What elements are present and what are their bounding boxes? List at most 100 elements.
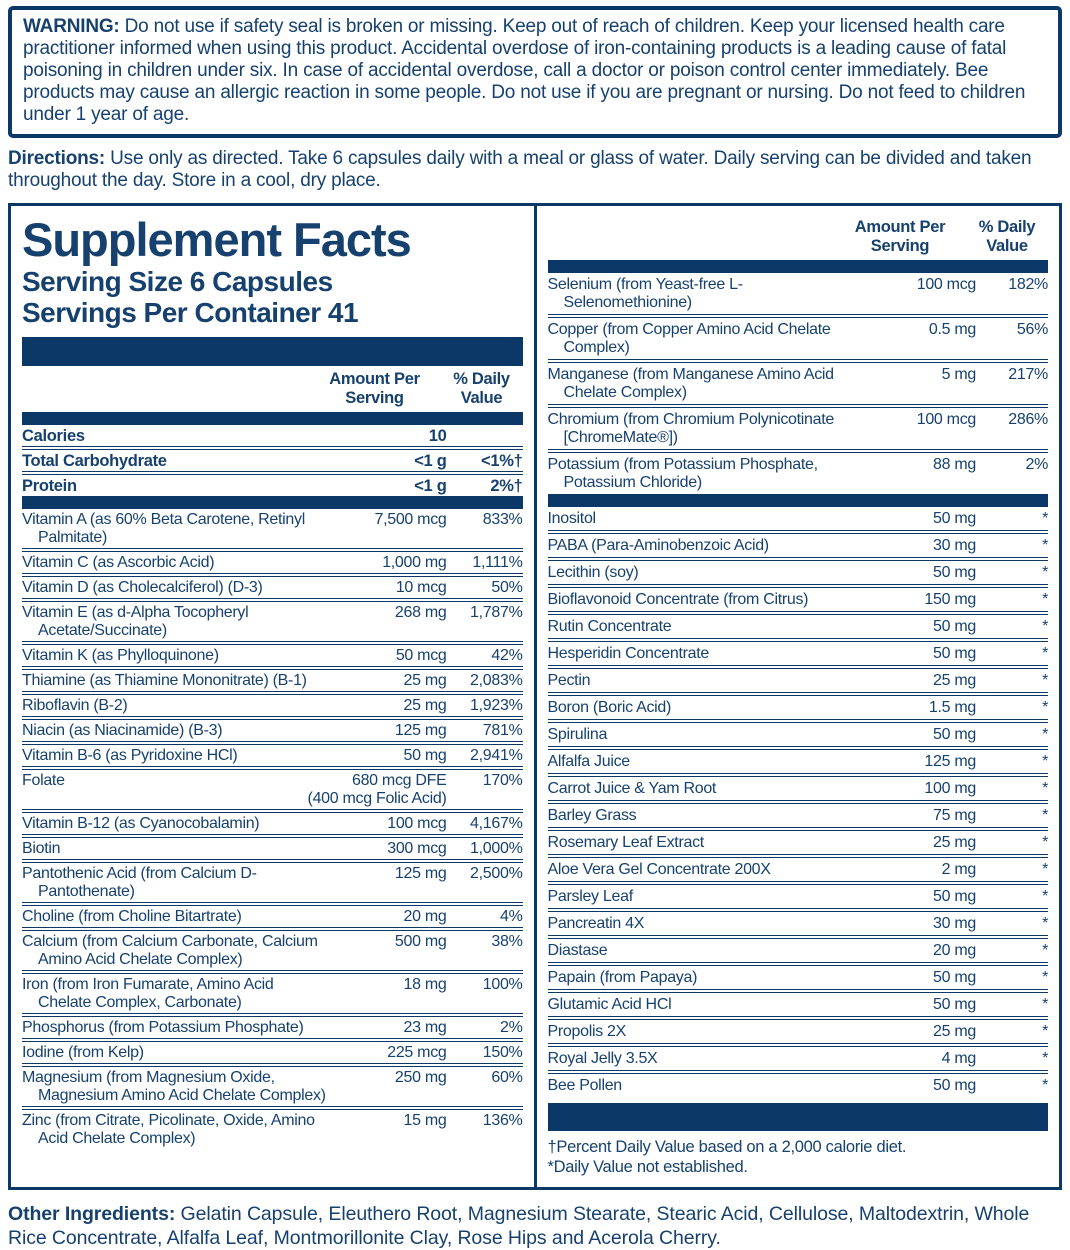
nutrient-amount: 225 mcg <box>387 1044 447 1061</box>
nutrient-amount: 10 <box>428 427 447 445</box>
nutrient-daily-value: 286% <box>1008 411 1048 428</box>
nutrient-amount: 50 mg <box>933 969 976 986</box>
nutrient-daily-value: <1%† <box>481 452 523 470</box>
nutrient-amount: 1,000 mg <box>382 554 447 571</box>
nutrient-daily-value: * <box>1042 645 1048 662</box>
nutrient-row: Propolis 2X 25 mg * <box>547 1020 1048 1047</box>
nutrient-amount: 50 mg <box>933 618 976 635</box>
nutrient-row: Bee Pollen 50 mg * <box>548 1074 1049 1097</box>
nutrient-daily-value: * <box>1042 537 1048 554</box>
nutrient-name: Calories <box>22 427 85 445</box>
nutrient-row: Vitamin C (as Ascorbic Acid) 1,000 mg 1,… <box>22 552 523 577</box>
nutrient-daily-value: 2,500% <box>470 865 523 882</box>
servings-per-container: Servings Per Container 41 <box>22 297 359 328</box>
nutrient-row: Spirulina 50 mg * <box>547 723 1048 750</box>
nutrient-amount: 125 mg <box>924 753 976 770</box>
nutrient-row: Pantothenic Acid (from Calcium D-Pantoth… <box>22 863 523 906</box>
nutrient-row: Bioflavonoid Concentrate (from Citrus) 1… <box>547 588 1048 615</box>
nutrient-amount: 250 mg <box>394 1069 447 1086</box>
nutrient-daily-value: * <box>1042 807 1048 824</box>
nutrient-row: Carrot Juice & Yam Root 100 mg * <box>547 777 1048 804</box>
nutrient-row: Phosphorus (from Potassium Phosphate) 23… <box>22 1017 523 1042</box>
nutrient-amount: 75 mg <box>933 807 976 824</box>
nutrient-row: Boron (Boric Acid) 1.5 mg * <box>547 696 1048 723</box>
nutrient-name: Hesperidin Concentrate <box>547 645 710 662</box>
nutrient-name: Selenium (from Yeast-free L-Selenomethio… <box>547 276 744 311</box>
nutrient-row: Magnesium (from Magnesium Oxide, Magnesi… <box>22 1067 523 1110</box>
nutrient-name: Vitamin E (as d-Alpha Tocopheryl Acetate… <box>22 604 249 639</box>
daily-value-header: % Daily Value <box>966 218 1048 256</box>
nutrient-amount: 18 mg <box>403 976 447 993</box>
section-bar <box>547 1103 1048 1131</box>
nutrient-daily-value: * <box>1042 1077 1048 1094</box>
nutrient-row: Manganese (from Manganese Amino Acid Che… <box>547 363 1048 408</box>
nutrient-name: Copper (from Copper Amino Acid Chelate C… <box>547 321 831 356</box>
daily-header-line2: Value <box>986 237 1028 255</box>
nutrient-name: Boron (Boric Acid) <box>547 699 672 716</box>
nutrient-row: Papain (from Papaya) 50 mg * <box>547 966 1048 993</box>
nutrient-row: Vitamin E (as d-Alpha Tocopheryl Acetate… <box>22 602 523 645</box>
footnote-daily-value: †Percent Daily Value based on a 2,000 ca… <box>547 1138 907 1156</box>
nutrient-daily-value: * <box>1042 618 1048 635</box>
nutrient-daily-value: * <box>1042 861 1048 878</box>
nutrient-row: Rutin Concentrate 50 mg * <box>547 615 1048 642</box>
nutrient-name: Carrot Juice & Yam Root <box>547 780 717 797</box>
nutrient-amount: 25 mg <box>403 672 447 689</box>
nutrient-row: Biotin 300 mcg 1,000% <box>22 838 523 863</box>
nutrient-daily-value: 1,111% <box>472 554 523 571</box>
nutrient-name: Zinc (from Citrate, Picolinate, Oxide, A… <box>22 1112 315 1147</box>
nutrient-row: Zinc (from Citrate, Picolinate, Oxide, A… <box>22 1110 523 1149</box>
nutrient-amount: 100 mcg <box>916 411 977 428</box>
nutrient-name: Magnesium (from Magnesium Oxide, Magnesi… <box>22 1069 326 1104</box>
nutrient-daily-value: * <box>1042 699 1048 716</box>
macro-rows: Calories 10 Total Carbohydrate <1 g <1%†… <box>22 425 523 496</box>
nutrient-row: Vitamin A (as 60% Beta Carotene, Retinyl… <box>22 509 523 552</box>
nutrient-name: Choline (from Choline Bitartrate) <box>22 908 242 925</box>
nutrient-amount: 30 mg <box>933 915 976 932</box>
nutrient-name: Rutin Concentrate <box>547 618 672 635</box>
nutrient-name: Total Carbohydrate <box>22 452 167 470</box>
other-nutrient-rows: Inositol 50 mg * PABA (Para-Aminobenzoic… <box>547 507 1049 1097</box>
nutrient-row: Diastase 20 mg * <box>547 939 1048 966</box>
nutrient-amount: 100 mg <box>924 780 976 797</box>
warning-text: Do not use if safety seal is broken or m… <box>23 16 1026 125</box>
nutrient-amount: 100 mcg <box>916 276 977 293</box>
nutrient-amount: 30 mg <box>933 537 976 554</box>
directions: Directions: Use only as directed. Take 6… <box>8 148 1062 192</box>
nutrient-amount: 300 mcg <box>387 840 447 857</box>
nutrient-name: Vitamin K (as Phylloquinone) <box>22 647 219 664</box>
nutrient-name: PABA (Para-Aminobenzoic Acid) <box>547 537 770 554</box>
nutrient-name: Folate <box>22 772 65 789</box>
nutrient-row: Vitamin B-12 (as Cyanocobalamin) 100 mcg… <box>22 813 523 838</box>
nutrient-name: Vitamin B-12 (as Cyanocobalamin) <box>22 815 260 832</box>
nutrient-row: Copper (from Copper Amino Acid Chelate C… <box>547 318 1048 363</box>
nutrient-daily-value: * <box>1042 780 1048 797</box>
nutrient-amount: 23 mg <box>403 1019 447 1036</box>
nutrient-row: Calcium (from Calcium Carbonate, Calcium… <box>22 931 523 974</box>
nutrient-row: Vitamin B-6 (as Pyridoxine HCl) 50 mg 2,… <box>22 745 523 770</box>
nutrient-row: Potassium (from Potassium Phosphate, Pot… <box>548 453 1049 494</box>
nutrient-name: Diastase <box>547 942 608 959</box>
nutrient-name: Vitamin C (as Ascorbic Acid) <box>22 554 215 571</box>
nutrient-daily-value: 50% <box>491 579 523 596</box>
nutrient-amount: 88 mg <box>933 456 976 473</box>
nutrient-amount: 25 mg <box>933 1023 976 1040</box>
section-bar <box>22 337 523 366</box>
nutrient-row: Chromium (from Chromium Polynicotinate [… <box>547 408 1048 453</box>
daily-header-line1: % Daily <box>978 218 1036 236</box>
amount-per-serving-header: Amount Per Serving <box>834 218 966 256</box>
nutrient-amount: 25 mg <box>933 672 976 689</box>
nutrient-row: Rosemary Leaf Extract 25 mg * <box>547 831 1048 858</box>
nutrient-name: Bee Pollen <box>547 1077 623 1094</box>
vitamin-rows: Vitamin A (as 60% Beta Carotene, Retinyl… <box>22 509 523 1149</box>
nutrient-amount: 150 mg <box>924 591 976 608</box>
nutrient-daily-value: * <box>1042 834 1048 851</box>
nutrient-name: Bioflavonoid Concentrate (from Citrus) <box>547 591 809 608</box>
section-bar <box>547 494 1048 507</box>
nutrient-daily-value: * <box>1042 672 1048 689</box>
nutrient-name: Iron (from Iron Fumarate, Amino Acid Che… <box>22 976 274 1011</box>
nutrient-daily-value: * <box>1042 969 1048 986</box>
amount-header-line1: Amount Per <box>329 370 420 388</box>
nutrient-amount: 25 mg <box>933 834 976 851</box>
nutrient-amount: 268 mg <box>394 604 447 621</box>
